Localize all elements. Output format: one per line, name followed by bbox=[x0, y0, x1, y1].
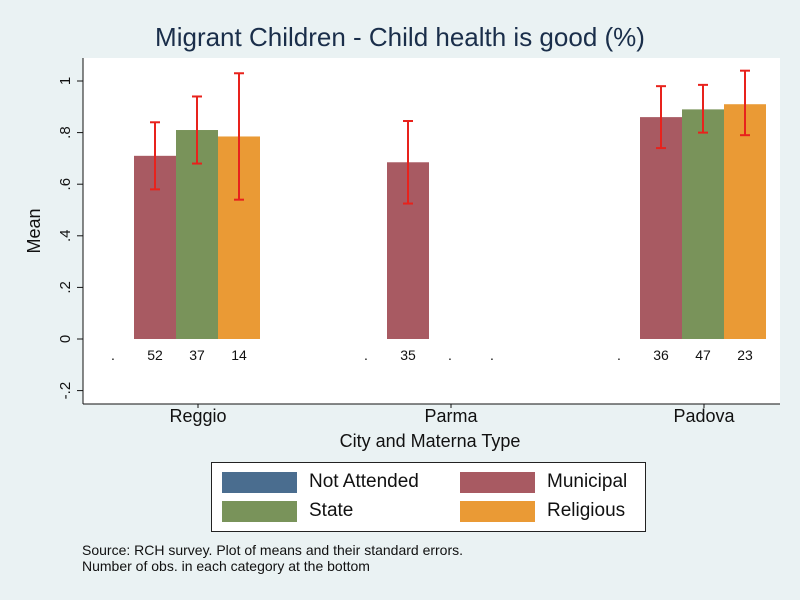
x-axis-label: City and Materna Type bbox=[340, 431, 521, 451]
obs-count-label: 23 bbox=[737, 347, 753, 363]
error-bars-group bbox=[150, 69, 750, 205]
legend-label: State bbox=[309, 500, 354, 521]
legend-label: Religious bbox=[547, 500, 626, 521]
y-axis-label: Mean bbox=[24, 208, 44, 253]
legend-swatch bbox=[460, 500, 535, 522]
source-note: Source: RCH survey. Plot of means and th… bbox=[82, 542, 464, 558]
bar bbox=[640, 117, 682, 340]
x-category-label: Reggio bbox=[169, 406, 226, 426]
legend-swatch bbox=[222, 471, 297, 493]
bar bbox=[682, 109, 724, 339]
obs-count-label: . bbox=[490, 347, 494, 363]
legend-swatch bbox=[222, 500, 297, 522]
legend-item-religious: Religious bbox=[460, 500, 625, 522]
legend-item-not-attended: Not Attended bbox=[222, 471, 419, 493]
legend-label: Not Attended bbox=[309, 471, 419, 492]
legend: Not Attended Municipal State Religious bbox=[211, 462, 646, 532]
obs-count-label: 35 bbox=[400, 347, 416, 363]
obs-note: Number of obs. in each category at the b… bbox=[82, 558, 370, 574]
legend-swatch bbox=[460, 471, 535, 493]
y-tick-label: -.2 bbox=[57, 382, 74, 400]
y-tick-label: 1 bbox=[57, 77, 74, 85]
bar bbox=[724, 104, 766, 339]
x-categories-group: Reggio Parma Padova bbox=[83, 403, 780, 426]
x-category-label: Padova bbox=[673, 406, 735, 426]
legend-item-state: State bbox=[222, 500, 353, 522]
legend-item-municipal: Municipal bbox=[460, 471, 627, 493]
obs-count-label: 47 bbox=[695, 347, 711, 363]
y-tick-label: .8 bbox=[57, 126, 74, 139]
bar bbox=[176, 130, 218, 339]
y-axis: -.2 0 .2 .4 .6 .8 1 bbox=[57, 58, 84, 404]
obs-count-label: 14 bbox=[231, 347, 247, 363]
obs-count-label: . bbox=[448, 347, 452, 363]
y-tick-label: .2 bbox=[57, 281, 74, 294]
obs-count-label: 37 bbox=[189, 347, 205, 363]
obs-count-label: 36 bbox=[653, 347, 669, 363]
y-tick-label: .4 bbox=[57, 230, 74, 243]
obs-count-label: . bbox=[111, 347, 115, 363]
y-tick-label: .6 bbox=[57, 178, 74, 191]
obs-counts-group: . 52 37 14. 35... 36 47 23 bbox=[111, 347, 753, 363]
obs-count-label: 52 bbox=[147, 347, 163, 363]
x-category-label: Parma bbox=[424, 406, 478, 426]
obs-count-label: . bbox=[364, 347, 368, 363]
y-tick-label: 0 bbox=[57, 335, 74, 343]
chart-title: Migrant Children - Child health is good … bbox=[155, 22, 645, 52]
legend-label: Municipal bbox=[547, 471, 628, 492]
obs-count-label: . bbox=[617, 347, 621, 363]
